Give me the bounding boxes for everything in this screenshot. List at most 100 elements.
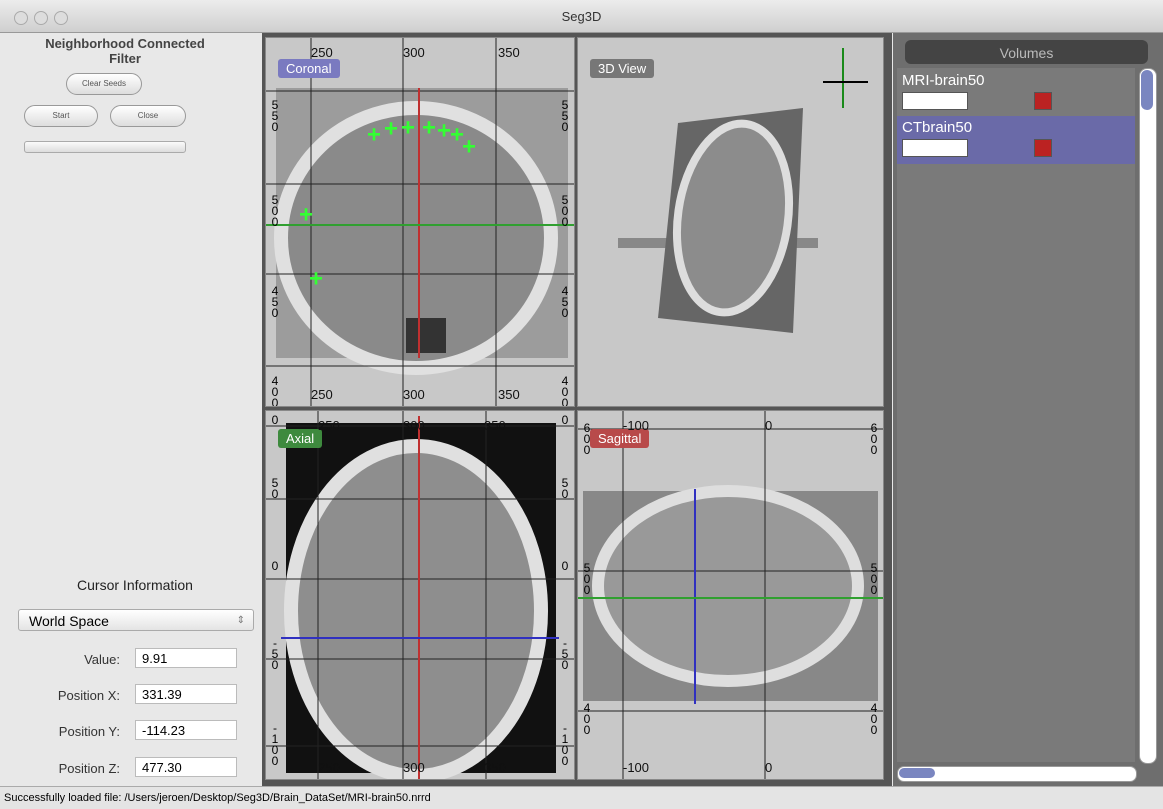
close-light[interactable] [14, 11, 28, 25]
delete-icon[interactable] [1034, 92, 1052, 110]
field-label: Position X: [57, 688, 120, 703]
right-label: 400 [558, 374, 572, 407]
select-arrows: ⇕ [236, 615, 245, 626]
right-label: -50 [558, 636, 572, 669]
left-label: 0 [268, 559, 282, 570]
seed: + [367, 121, 381, 148]
delete-icon[interactable] [1034, 139, 1052, 157]
seed: + [437, 117, 451, 144]
seed: + [462, 133, 476, 160]
status-bar: Successfully loaded file: /Users/jeroen/… [0, 786, 1163, 809]
dark-region [406, 318, 446, 353]
window-title: Seg3D [561, 9, 602, 24]
right-label: 500 [867, 561, 881, 594]
left-label: 400 [580, 701, 594, 734]
right-label: 450 [558, 284, 572, 317]
layer-name[interactable]: MRI-brain50 [902, 72, 985, 89]
field-value[interactable]: 9.91 [135, 648, 237, 668]
left-label: 500 [580, 561, 594, 594]
seed: + [422, 114, 436, 141]
left-label: 0 [268, 413, 282, 424]
right-label: 0 [558, 413, 572, 424]
view-label[interactable]: Sagittal [590, 429, 650, 448]
left-label: 500 [268, 193, 282, 226]
viewer[interactable]: Axial 250 300 350 250 300 350 0 50 0 -50 -100 0 50 0 -5… [265, 410, 575, 780]
field-label: Value: [84, 652, 120, 667]
left-label: 400 [268, 374, 282, 407]
right-label: 400 [867, 701, 881, 734]
viewer[interactable]: Sagittal -100 0 -100 0 600 500 400 600 500 400 [577, 410, 884, 780]
left-label: 50 [268, 476, 282, 498]
h-scrollbar[interactable] [897, 766, 1137, 782]
skull [284, 439, 548, 779]
right-label: 550 [558, 98, 572, 131]
left-label: -50 [268, 636, 282, 669]
bottom-label: 300 [403, 387, 425, 402]
left-label: 600 [580, 421, 594, 454]
filter-title: Neighborhood Connected Filter [45, 36, 205, 66]
view-canvas [618, 48, 868, 333]
bottom-label: 350 [498, 387, 520, 402]
left-label: 450 [268, 284, 282, 317]
skull [672, 119, 794, 317]
view-canvas [266, 411, 574, 779]
viewer[interactable]: + + + + + + + + + Coronal 250 300 350 250 300 350 550 500… [265, 37, 575, 407]
clear-seeds-button[interactable]: Clear Seeds [66, 73, 142, 95]
view-label[interactable]: Coronal [278, 59, 340, 78]
right-label: 0 [558, 559, 572, 570]
layer-list [897, 68, 1135, 762]
progress-bar [24, 141, 186, 153]
space-select[interactable]: World Space ⇕ [18, 609, 254, 631]
seed: + [299, 201, 313, 228]
view-label[interactable]: 3D View [590, 59, 655, 78]
viewer[interactable]: 3D View [577, 37, 884, 407]
top-label: 0 [765, 418, 773, 433]
bottom-label: 250 [318, 760, 340, 775]
top-label: 250 [311, 45, 333, 60]
top-label: 300 [403, 45, 425, 60]
view-canvas [578, 411, 883, 779]
skull [274, 101, 558, 375]
seed: + [401, 114, 415, 141]
seed: + [309, 265, 323, 292]
bottom-label: 350 [484, 760, 506, 775]
right-label: 50 [558, 476, 572, 498]
top-label: 250 [318, 418, 340, 433]
volumes-header: Volumes [905, 40, 1148, 64]
cursor-info-title: Cursor Information [77, 577, 193, 593]
field-value[interactable]: 331.39 [135, 684, 237, 704]
close-button[interactable]: Close [110, 105, 186, 127]
v-scroll-thumb[interactable] [1141, 70, 1153, 110]
min-light[interactable] [34, 11, 48, 25]
right-label: -100 [558, 721, 572, 765]
status-text: Successfully loaded file: /Users/jeroen/… [4, 792, 431, 804]
right-label: 500 [558, 193, 572, 226]
seed: + [450, 121, 464, 148]
start-button[interactable]: Start [24, 105, 98, 127]
h-scroll-thumb[interactable] [899, 768, 935, 778]
right-label: 600 [867, 421, 881, 454]
left-label: -100 [268, 721, 282, 765]
seed: + [384, 115, 398, 142]
field-label: Position Z: [58, 761, 120, 776]
bottom-label: 0 [765, 760, 773, 775]
bottom-label: 250 [311, 387, 333, 402]
field-label: Position Y: [58, 724, 120, 739]
title-bar: Seg3D [0, 0, 1163, 33]
skull [592, 485, 864, 687]
space-select-text: World Space [29, 613, 109, 629]
top-label: -100 [623, 418, 650, 433]
view-canvas: + + + + +++++ [266, 38, 574, 406]
top-label: 300 [403, 418, 425, 433]
left-label: 550 [268, 98, 282, 131]
top-label: 350 [484, 418, 506, 433]
layer-icons[interactable] [902, 139, 968, 157]
layer-name[interactable]: CTbrain50 [902, 119, 973, 136]
field-value[interactable]: 477.30 [135, 757, 237, 777]
layer-icons[interactable] [902, 92, 968, 110]
view-label[interactable]: Axial [278, 429, 323, 448]
zoom-light[interactable] [54, 11, 68, 25]
field-value[interactable]: -114.23 [135, 720, 237, 740]
v-scrollbar[interactable] [1139, 68, 1157, 764]
